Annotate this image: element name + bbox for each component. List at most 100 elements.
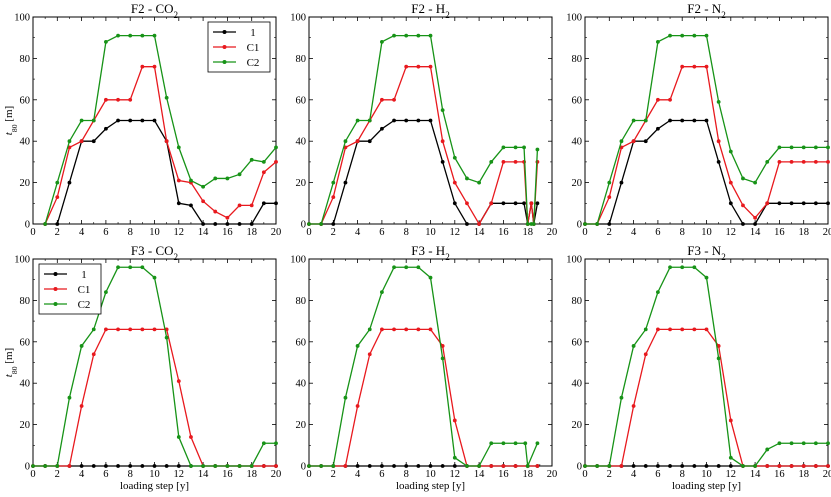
data-point	[152, 64, 157, 69]
series-line	[309, 266, 539, 469]
data-point	[67, 139, 72, 144]
series-1	[583, 118, 830, 226]
data-point	[440, 108, 445, 113]
legend-marker	[222, 45, 227, 49]
x-tick-label: 20	[271, 227, 282, 238]
data-point	[428, 327, 433, 332]
x-tick-label: 0	[30, 227, 35, 238]
data-point	[189, 435, 193, 439]
series-line	[309, 34, 539, 225]
data-point	[680, 327, 685, 332]
data-point	[67, 395, 72, 400]
data-point	[213, 209, 218, 214]
data-point	[367, 464, 372, 468]
data-point	[813, 464, 818, 468]
data-point	[668, 327, 672, 332]
y-tick-label: 60	[572, 337, 583, 348]
data-point	[440, 464, 445, 468]
data-point	[452, 201, 457, 206]
data-point	[55, 222, 60, 226]
data-point	[501, 201, 506, 206]
subplot-1: 0 2 4 6 8 10 12 14 16 18 20 0 20 40 60 80 100 F2 - CO2 1 C1…	[3, 1, 281, 238]
data-point	[201, 222, 206, 226]
data-point	[91, 139, 96, 144]
y-tick-label: 100	[566, 13, 582, 24]
data-point	[31, 464, 35, 468]
data-point	[465, 176, 469, 181]
y-tick-label: 40	[20, 137, 31, 148]
data-point	[692, 33, 697, 38]
data-point	[355, 344, 360, 348]
legend-marker	[53, 302, 58, 306]
data-point	[91, 464, 96, 468]
data-point	[116, 118, 120, 123]
data-point	[249, 203, 254, 208]
data-point	[716, 139, 721, 144]
x-tick-label: 0	[306, 469, 311, 480]
y-tick-label: 20	[296, 178, 307, 189]
data-point	[79, 118, 84, 123]
data-point	[489, 201, 494, 206]
data-point	[501, 145, 506, 150]
x-tick-label: 2	[55, 227, 60, 238]
data-point	[789, 464, 794, 468]
y-tick-label: 20	[296, 420, 307, 431]
data-point	[140, 265, 145, 270]
data-point	[79, 464, 84, 468]
data-point	[813, 201, 818, 206]
y-tick-label: 40	[20, 379, 31, 390]
data-point	[643, 118, 648, 123]
data-point	[607, 464, 612, 468]
data-point	[274, 145, 278, 150]
data-point	[477, 464, 481, 468]
data-point	[692, 327, 697, 332]
y-tick-label: 0	[577, 220, 582, 231]
data-point	[607, 195, 612, 199]
data-point	[619, 395, 624, 400]
series-C2	[583, 33, 830, 226]
data-point	[643, 464, 648, 468]
y-tick-label: 80	[20, 296, 31, 307]
data-point	[531, 222, 536, 226]
x-tick-label: 14	[750, 227, 761, 238]
data-point	[152, 118, 157, 123]
data-point	[331, 180, 336, 185]
data-point	[741, 203, 745, 208]
data-point	[777, 145, 782, 150]
data-point	[765, 447, 770, 452]
data-point	[535, 441, 540, 446]
data-point	[728, 455, 733, 460]
data-point	[522, 145, 526, 150]
y-tick-label: 20	[20, 178, 31, 189]
data-point	[367, 327, 372, 332]
data-point	[140, 118, 145, 123]
data-point	[643, 139, 648, 144]
x-tick-label: 16	[498, 227, 509, 238]
data-point	[404, 464, 409, 468]
data-point	[813, 145, 818, 150]
data-point	[152, 464, 157, 468]
y-tick-label: 60	[572, 95, 583, 106]
data-point	[43, 464, 48, 468]
data-point	[753, 180, 757, 185]
data-point	[631, 344, 636, 348]
x-tick-label: 16	[222, 469, 233, 480]
data-point	[789, 441, 794, 446]
x-tick-label: 0	[306, 227, 311, 238]
data-point	[225, 215, 230, 220]
x-tick-label: 10	[149, 469, 160, 480]
data-point	[440, 139, 445, 144]
data-point	[416, 327, 421, 332]
data-point	[826, 201, 830, 206]
data-point	[43, 222, 48, 226]
x-tick-label: 4	[355, 227, 361, 238]
x-tick-label: 2	[331, 469, 336, 480]
data-point	[176, 464, 181, 468]
data-point	[465, 464, 469, 468]
x-tick-label: 12	[174, 469, 185, 480]
x-tick-label: 10	[149, 227, 160, 238]
y-tick-label: 80	[296, 54, 307, 65]
data-point	[128, 97, 133, 102]
x-tick-label: 18	[522, 469, 533, 480]
y-tick-label: 40	[572, 379, 583, 390]
